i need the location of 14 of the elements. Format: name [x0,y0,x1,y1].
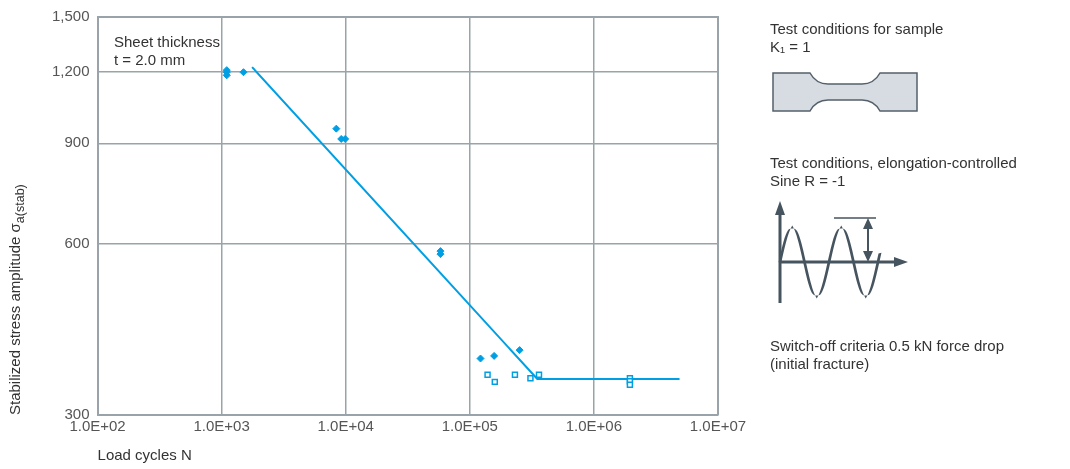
y-tick-label: 900 [64,133,90,151]
annotation: Sheet thickness t = 2.0 mm [114,33,220,69]
x-tick-label: 1.0E+07 [689,417,747,435]
text: Test conditions for sample K₁ = 1 [770,20,944,56]
x-tick-label: 1.0E+06 [565,417,623,435]
y-tick-label: 1,500 [51,7,90,25]
text: Switch-off criteria 0.5 kN force drop (initial fracture) [770,337,1004,373]
x-tick-label: 1.0E+04 [317,417,374,435]
y-tick-label: 1,200 [51,62,90,80]
y-tick-label: 600 [64,233,90,251]
x-tick-label: 1.0E+03 [193,417,250,435]
text: Test conditions, elongation-controlled Sine R = -1 [770,154,1017,190]
x-tick-label: 1.0E+05 [441,417,498,435]
x-axis-title: Load cycles N [97,446,192,464]
